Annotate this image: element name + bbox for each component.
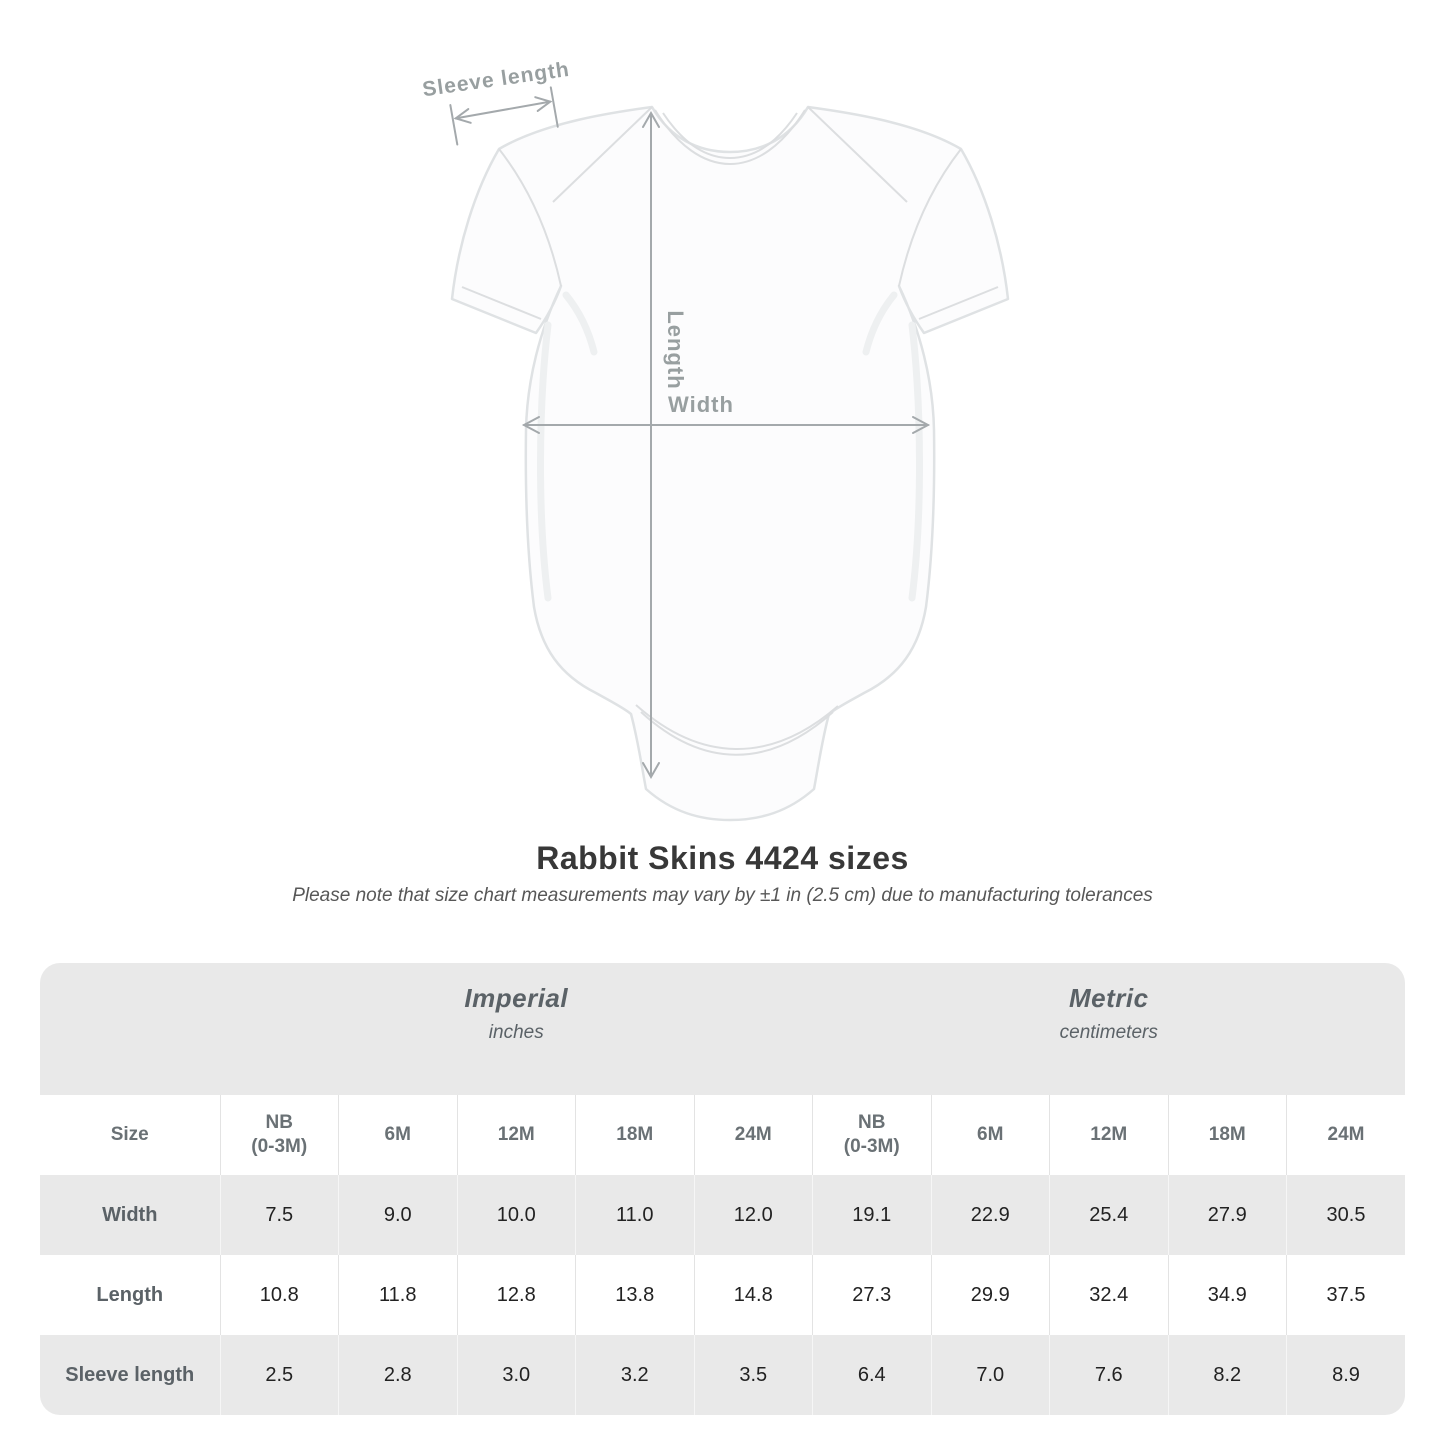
sleeve-12m-in: 3.0 bbox=[456, 1335, 576, 1415]
imperial-title: Imperial bbox=[464, 983, 569, 1013]
length-nb-in: 10.8 bbox=[219, 1255, 339, 1335]
length-24m-cm: 37.5 bbox=[1286, 1255, 1405, 1335]
col-header-6m-metric: 6M bbox=[930, 1095, 1050, 1175]
page-subtitle: Please note that size chart measurements… bbox=[292, 885, 1153, 906]
length-12m-in: 12.8 bbox=[456, 1255, 576, 1335]
width-6m-in: 9.0 bbox=[338, 1175, 457, 1255]
col-header-nb-metric: NB (0-3M) bbox=[812, 1095, 931, 1175]
width-18m-in: 11.0 bbox=[575, 1175, 694, 1255]
width-nb-cm: 19.1 bbox=[812, 1175, 931, 1255]
width-24m-cm: 30.5 bbox=[1286, 1175, 1405, 1255]
unit-band-row: Imperial inches Metric centimeters bbox=[40, 963, 1405, 1095]
bodysuit-outline bbox=[450, 105, 1010, 822]
sleeve-12m-cm: 7.6 bbox=[1049, 1335, 1168, 1415]
col-header-18m-imperial: 18M bbox=[575, 1095, 694, 1175]
table-row-width: Width 7.5 9.0 10.0 11.0 12.0 19.1 22.9 2… bbox=[40, 1175, 1405, 1255]
sleeve-24m-in: 3.5 bbox=[693, 1335, 813, 1415]
metric-title: Metric bbox=[1068, 983, 1149, 1013]
col-header-12m-imperial: 12M bbox=[456, 1095, 576, 1175]
length-6m-cm: 29.9 bbox=[930, 1255, 1050, 1335]
bodysuit-seams bbox=[461, 106, 999, 756]
table-row-sleeve-length: Sleeve length 2.5 2.8 3.0 3.2 3.5 6.4 7.… bbox=[40, 1335, 1405, 1415]
metric-section-header: Metric centimeters bbox=[812, 963, 1405, 1095]
width-24m-in: 12.0 bbox=[693, 1175, 813, 1255]
sleeve-6m-in: 2.8 bbox=[338, 1335, 457, 1415]
length-6m-in: 11.8 bbox=[338, 1255, 457, 1335]
length-18m-in: 13.8 bbox=[575, 1255, 694, 1335]
width-18m-cm: 27.9 bbox=[1167, 1175, 1287, 1255]
length-nb-cm: 27.3 bbox=[812, 1255, 931, 1335]
width-label: Width bbox=[668, 392, 734, 417]
sleeve-24m-cm: 8.9 bbox=[1286, 1335, 1405, 1415]
row-label-width: Width bbox=[40, 1175, 220, 1255]
width-6m-cm: 22.9 bbox=[930, 1175, 1050, 1255]
width-12m-cm: 25.4 bbox=[1049, 1175, 1168, 1255]
column-header-row: Size NB (0-3M) 6M 12M 18M 24M NB (0-3M) … bbox=[40, 1095, 1405, 1175]
col-header-24m-imperial: 24M bbox=[693, 1095, 813, 1175]
row-label-sleeve-length: Sleeve length bbox=[40, 1335, 220, 1415]
width-nb-in: 7.5 bbox=[219, 1175, 339, 1255]
length-label: Length bbox=[663, 310, 688, 389]
imperial-section-header: Imperial inches bbox=[220, 963, 813, 1095]
col-header-18m-metric: 18M bbox=[1167, 1095, 1287, 1175]
length-12m-cm: 32.4 bbox=[1049, 1255, 1168, 1335]
sleeve-18m-in: 3.2 bbox=[575, 1335, 694, 1415]
col-header-12m-metric: 12M bbox=[1049, 1095, 1168, 1175]
length-18m-cm: 34.9 bbox=[1167, 1255, 1287, 1335]
length-arrow bbox=[642, 110, 660, 780]
bodysuit-diagram: Sleeve length Length Width bbox=[421, 58, 1010, 822]
size-chart-table: Imperial inches Metric centimeters Size … bbox=[40, 963, 1405, 1415]
size-corner-header: Size bbox=[40, 1095, 220, 1175]
sleeve-nb-cm: 6.4 bbox=[812, 1335, 931, 1415]
width-arrow bbox=[521, 416, 931, 434]
page-title: Rabbit Skins 4424 sizes bbox=[536, 840, 909, 876]
col-header-nb-imperial: NB (0-3M) bbox=[219, 1095, 339, 1175]
metric-unit: centimeters bbox=[1059, 1022, 1158, 1043]
col-header-24m-metric: 24M bbox=[1286, 1095, 1405, 1175]
bodysuit-shading bbox=[537, 291, 923, 602]
col-header-6m-imperial: 6M bbox=[338, 1095, 457, 1175]
length-24m-in: 14.8 bbox=[693, 1255, 813, 1335]
table-row-length: Length 10.8 11.8 12.8 13.8 14.8 27.3 29.… bbox=[40, 1255, 1405, 1335]
imperial-unit: inches bbox=[488, 1022, 544, 1043]
sleeve-6m-cm: 7.0 bbox=[930, 1335, 1050, 1415]
sleeve-length-label: Sleeve length bbox=[421, 58, 571, 101]
width-12m-in: 10.0 bbox=[456, 1175, 576, 1255]
title-block: Rabbit Skins 4424 sizes Please note that… bbox=[0, 840, 1445, 907]
row-label-length: Length bbox=[40, 1255, 220, 1335]
sleeve-nb-in: 2.5 bbox=[219, 1335, 339, 1415]
sleeve-length-arrow bbox=[449, 86, 559, 146]
unit-band-corner bbox=[40, 963, 220, 1095]
measurement-annotations bbox=[449, 86, 931, 780]
sleeve-18m-cm: 8.2 bbox=[1167, 1335, 1287, 1415]
